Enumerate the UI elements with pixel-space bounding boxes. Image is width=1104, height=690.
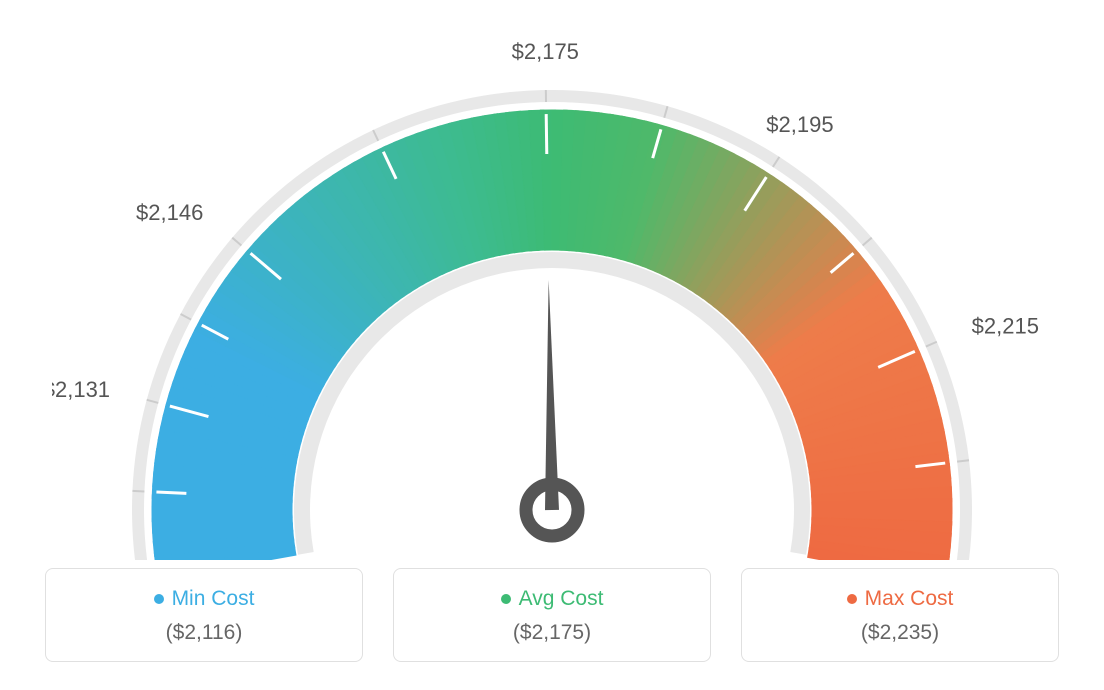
dot-icon	[847, 594, 857, 604]
avg-cost-card: Avg Cost ($2,175)	[393, 568, 711, 662]
gauge-needle	[545, 280, 559, 510]
card-value: ($2,235)	[762, 621, 1038, 645]
gauge-tick-label: $2,195	[766, 112, 833, 137]
gauge-tick-label: $2,175	[512, 39, 579, 64]
dot-icon	[154, 594, 164, 604]
card-value: ($2,116)	[66, 621, 342, 645]
gauge-chart: $2,116$2,131$2,146$2,175$2,195$2,215$2,2…	[52, 20, 1052, 560]
card-value: ($2,175)	[414, 621, 690, 645]
max-cost-card: Max Cost ($2,235)	[741, 568, 1059, 662]
card-header: Avg Cost	[414, 587, 690, 611]
card-title: Max Cost	[865, 587, 954, 611]
min-cost-card: Min Cost ($2,116)	[45, 568, 363, 662]
gauge-svg: $2,116$2,131$2,146$2,175$2,195$2,215$2,2…	[52, 20, 1052, 560]
gauge-tick-label: $2,131	[52, 377, 110, 402]
card-title: Min Cost	[172, 587, 255, 611]
gauge-tick-label: $2,146	[136, 200, 203, 225]
card-title: Avg Cost	[519, 587, 604, 611]
gauge-tick-label: $2,215	[972, 314, 1039, 339]
dot-icon	[501, 594, 511, 604]
card-header: Max Cost	[762, 587, 1038, 611]
summary-cards: Min Cost ($2,116) Avg Cost ($2,175) Max …	[45, 568, 1059, 662]
card-header: Min Cost	[66, 587, 342, 611]
